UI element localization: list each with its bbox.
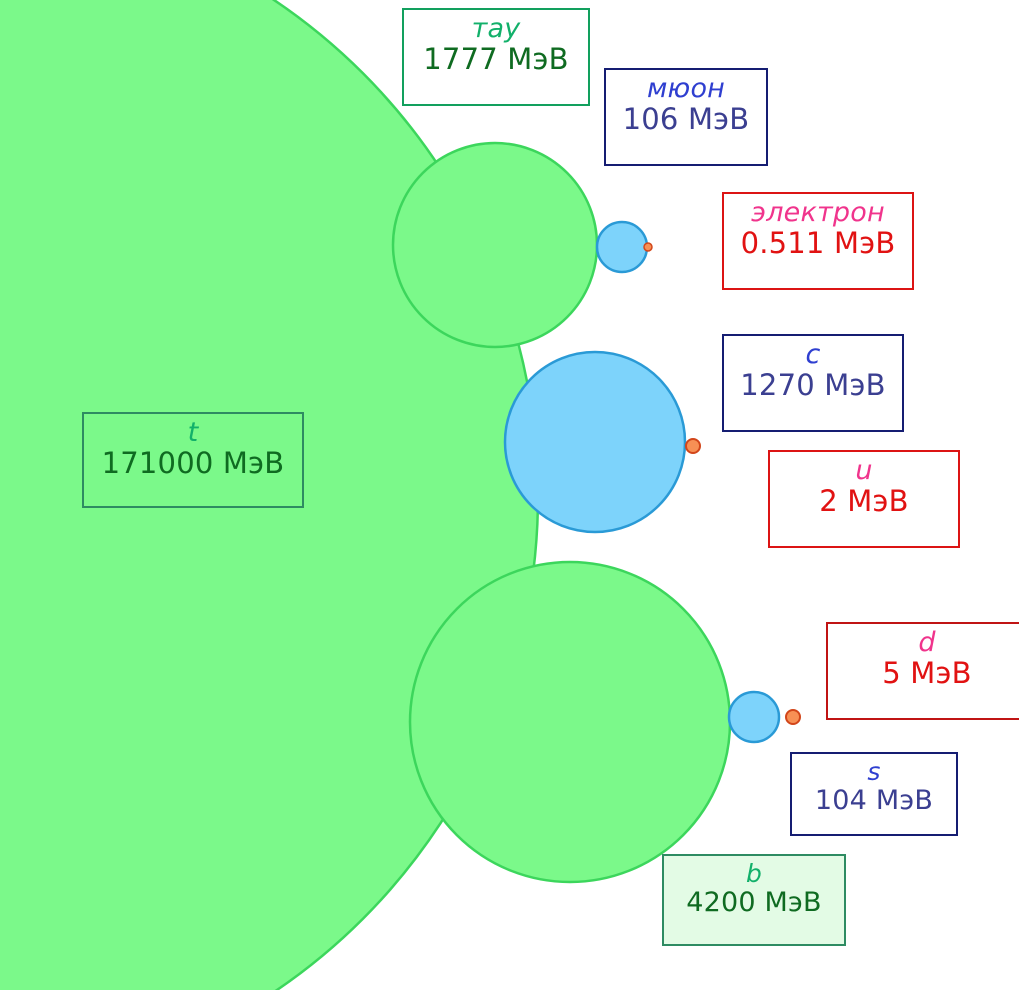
label-charm-quark: c 1270 МэВ [722,334,904,432]
label-tau-name: тау [471,13,521,44]
label-electron-name: электрон [751,197,885,228]
label-bottom-mass: 4200 МэВ [686,887,822,918]
label-down-name: d [918,627,936,658]
label-muon-mass: 106 МэВ [622,102,750,136]
label-charm-name: c [805,339,821,370]
label-down-mass: 5 МэВ [882,656,972,690]
label-tau: тау 1777 МэВ [402,8,590,106]
label-top-name: t [187,417,199,448]
circle-charm-quark [503,350,687,534]
circle-electron [643,242,653,252]
circle-tau-lepton [391,141,599,349]
label-strange-name: s [867,757,881,786]
label-electron-mass: 0.511 МэВ [740,226,896,260]
circle-down-quark [785,709,801,725]
label-up-quark: u 2 МэВ [768,450,960,548]
label-top-mass: 171000 МэВ [101,446,285,480]
label-electron: электрон 0.511 МэВ [722,192,914,290]
circle-strange-quark [727,690,781,744]
label-down-quark: d 5 МэВ [826,622,1019,720]
label-up-mass: 2 МэВ [819,484,909,518]
label-strange-quark: s 104 МэВ [790,752,958,836]
label-bottom-name: b [745,859,763,888]
circle-bottom-quark [408,560,732,884]
label-bottom-quark: b 4200 МэВ [662,854,846,946]
label-tau-mass: 1777 МэВ [423,42,569,76]
label-top-quark: t 171000 МэВ [82,412,304,508]
circle-up-quark [685,438,701,454]
circle-muon-lepton [595,220,649,274]
label-strange-mass: 104 МэВ [814,785,934,816]
label-muon: мюон 106 МэВ [604,68,768,166]
label-charm-mass: 1270 МэВ [740,368,886,402]
label-muon-name: мюон [646,73,726,104]
label-up-name: u [855,455,873,486]
